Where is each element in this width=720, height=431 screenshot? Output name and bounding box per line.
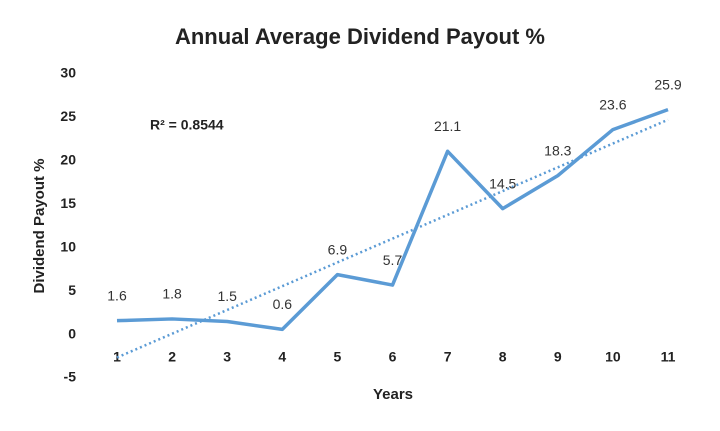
data-label: 1.6 <box>107 287 127 303</box>
data-label: 5.7 <box>383 252 403 268</box>
x-tick-label: 6 <box>389 349 397 365</box>
y-tick-label: 10 <box>60 238 76 254</box>
y-tick-label: 0 <box>68 325 76 341</box>
data-label: 1.8 <box>162 286 182 302</box>
x-tick-label: 3 <box>223 349 231 365</box>
data-label: 23.6 <box>599 96 626 112</box>
y-tick-label: -5 <box>64 369 77 385</box>
data-label: 14.5 <box>489 175 516 191</box>
x-tick-label: 10 <box>605 349 621 365</box>
data-label: 21.1 <box>434 118 461 134</box>
data-label: 0.6 <box>273 296 293 312</box>
x-tick-label: 5 <box>334 349 342 365</box>
y-tick-label: 30 <box>60 65 76 81</box>
y-axis-label: Dividend Payout % <box>31 158 48 293</box>
x-tick-label: 9 <box>554 349 562 365</box>
y-tick-label: 25 <box>60 108 76 124</box>
x-tick-label: 4 <box>278 349 286 365</box>
x-tick-label: 11 <box>661 349 676 365</box>
data-label: 1.5 <box>217 288 237 304</box>
x-axis-label: Years <box>373 386 413 403</box>
y-tick-label: 15 <box>60 195 76 211</box>
y-tick-label: 5 <box>68 282 76 298</box>
x-tick-label: 7 <box>444 349 452 365</box>
data-label: 25.9 <box>654 76 681 92</box>
y-tick-label: 20 <box>60 152 76 168</box>
x-tick-label: 2 <box>168 349 176 365</box>
data-label: 18.3 <box>544 142 571 158</box>
x-tick-label: 8 <box>499 349 507 365</box>
chart-title: Annual Average Dividend Payout % <box>175 24 545 49</box>
data-line <box>116 107 669 332</box>
annotation: R² = 0.8544 <box>150 117 224 133</box>
data-label: 6.9 <box>328 241 348 257</box>
